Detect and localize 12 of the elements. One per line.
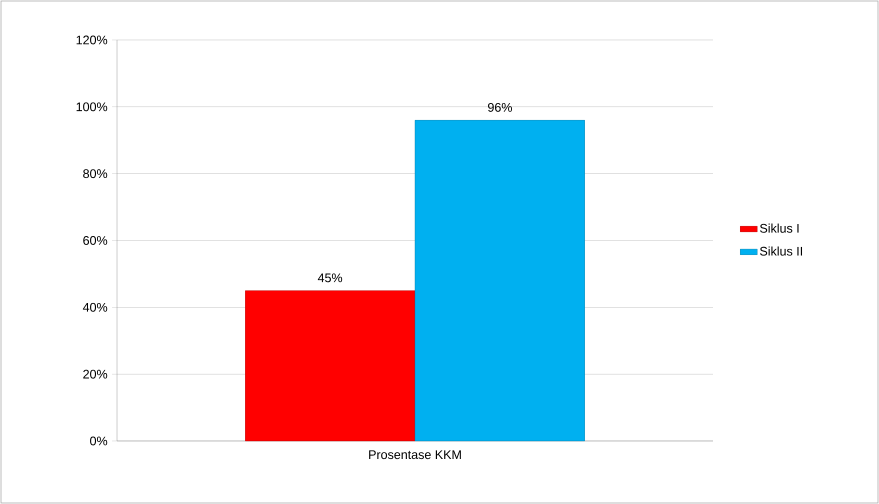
y-tick-label: 80% xyxy=(83,169,108,178)
y-tick-label: 40% xyxy=(82,302,108,312)
y-tick-label: 20% xyxy=(83,370,108,379)
x-tick-label: Prosentase KKM xyxy=(369,450,461,460)
y-tick-label: 60% xyxy=(83,236,108,245)
y-tick-label: 0% xyxy=(90,436,108,446)
data-label: 45% xyxy=(318,273,342,282)
y-tick-label: 100% xyxy=(76,102,108,112)
data-label: 96% xyxy=(488,102,512,112)
legend-label: Siklus I xyxy=(760,224,799,233)
legend-label: Siklus II xyxy=(760,246,802,256)
y-tick-label: 120% xyxy=(76,36,108,44)
